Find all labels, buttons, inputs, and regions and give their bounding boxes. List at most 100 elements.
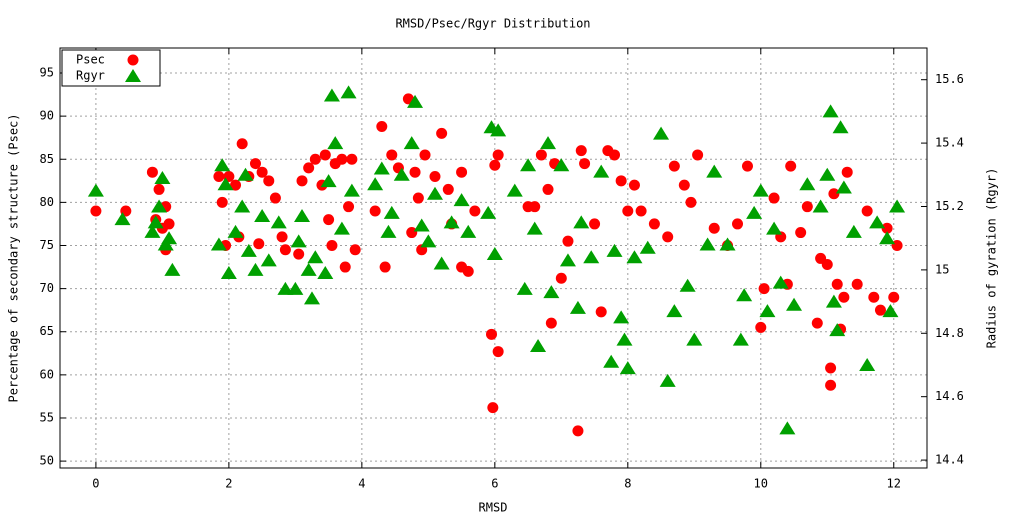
y-tick-label: 65 (40, 324, 54, 338)
y-axis-label: Percentage of secondary structure (Psec) (7, 114, 21, 403)
point (486, 328, 498, 340)
point (236, 138, 248, 150)
point (526, 221, 543, 235)
point (811, 317, 823, 329)
point (879, 231, 896, 245)
point (460, 224, 477, 238)
point (821, 258, 833, 270)
point (403, 136, 420, 150)
point (779, 421, 796, 435)
point (436, 127, 448, 139)
point (801, 201, 813, 213)
point (453, 193, 470, 207)
point (489, 159, 501, 171)
point (406, 227, 418, 239)
point (543, 285, 560, 299)
point (593, 164, 610, 178)
point (553, 158, 570, 172)
y-tick-label: 70 (40, 281, 54, 295)
point (882, 304, 899, 318)
x-tick-label: 4 (358, 477, 365, 491)
point (469, 205, 481, 217)
y-tick-label: 90 (40, 109, 54, 123)
point (443, 215, 460, 229)
point (819, 167, 836, 181)
point (759, 304, 776, 318)
point (294, 209, 311, 222)
point (147, 215, 164, 229)
point (835, 180, 852, 194)
point (323, 214, 335, 226)
point (480, 205, 497, 219)
point (247, 262, 264, 276)
point (303, 291, 320, 305)
point (240, 243, 257, 257)
point (825, 379, 837, 391)
point (719, 237, 736, 251)
point (256, 166, 268, 178)
point (442, 183, 454, 195)
x-tick-label: 2 (225, 477, 232, 491)
point (380, 224, 397, 238)
point (609, 149, 621, 161)
point (144, 224, 161, 238)
point (832, 120, 849, 134)
y-tick-label: 50 (40, 454, 54, 468)
point (755, 321, 767, 333)
point (379, 261, 391, 273)
point (822, 104, 839, 118)
point (732, 332, 749, 346)
point (413, 218, 430, 232)
y2-tick-label: 14.8 (935, 326, 964, 340)
y2-tick-label: 14.6 (935, 389, 964, 403)
point (146, 166, 158, 178)
point (692, 149, 704, 161)
point (462, 265, 474, 277)
point (163, 218, 175, 230)
point (795, 227, 807, 239)
point (506, 183, 523, 197)
point (874, 304, 886, 316)
point (628, 179, 640, 191)
legend-box (61, 49, 161, 87)
point (393, 167, 410, 181)
point (270, 215, 287, 229)
point (752, 183, 769, 197)
legend-label: Psec (76, 53, 105, 67)
point (114, 212, 131, 226)
y2-tick-label: 14.4 (935, 453, 964, 467)
point (736, 288, 753, 302)
point (87, 183, 104, 197)
point (706, 164, 723, 178)
point (889, 199, 906, 213)
point (487, 402, 499, 414)
point (583, 250, 600, 264)
point (708, 222, 720, 234)
point (287, 281, 304, 295)
x-tick-label: 10 (754, 477, 768, 491)
point (279, 244, 291, 256)
point (825, 362, 837, 374)
y-tick-label: 85 (40, 152, 54, 166)
x-tick-label: 0 (92, 477, 99, 491)
point (260, 253, 277, 267)
point (653, 126, 670, 140)
point (339, 261, 351, 273)
point (217, 177, 234, 191)
point (216, 196, 228, 208)
point (606, 243, 623, 257)
point (772, 275, 789, 289)
point (569, 300, 586, 314)
point (161, 231, 178, 245)
point (542, 183, 554, 195)
legend-marker (125, 69, 141, 82)
point (635, 205, 647, 217)
point (666, 304, 683, 318)
point (409, 166, 421, 178)
point (845, 224, 862, 238)
point (540, 136, 557, 150)
y-tick-label: 75 (40, 238, 54, 252)
point (573, 215, 590, 229)
point (741, 160, 753, 172)
